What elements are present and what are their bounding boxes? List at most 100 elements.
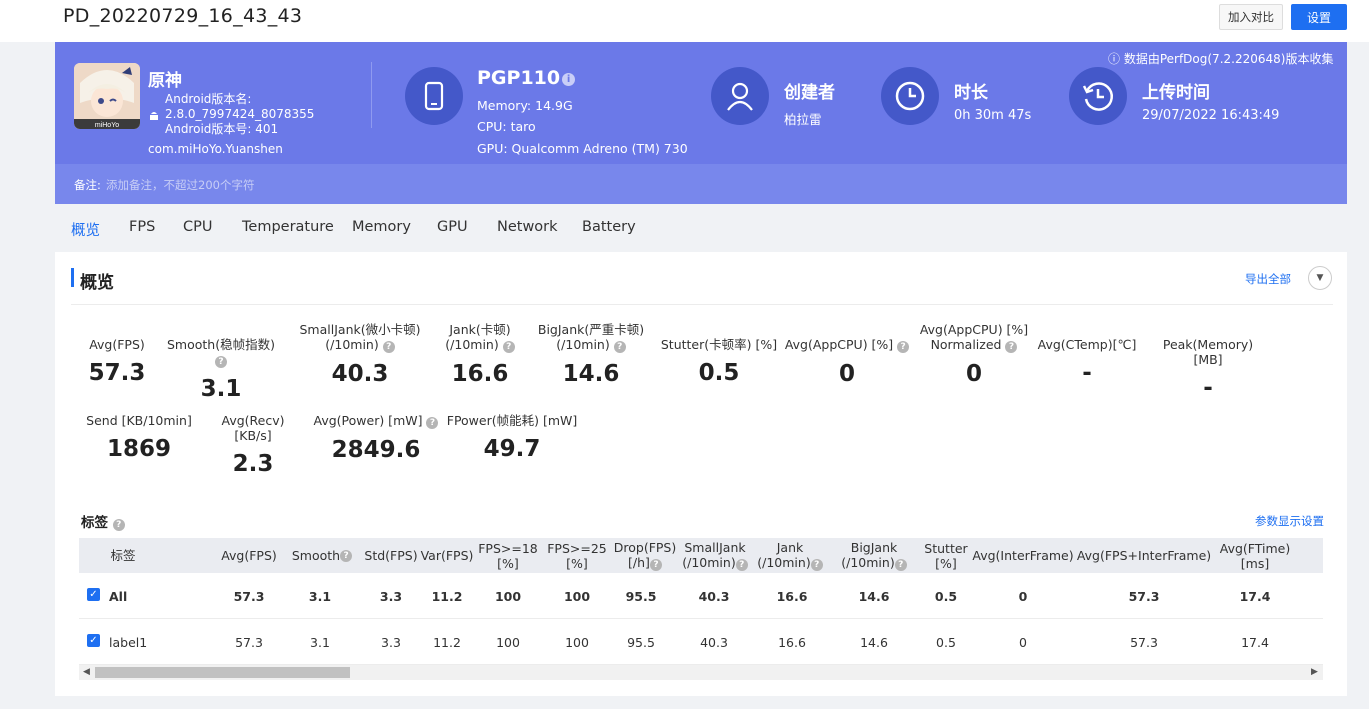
- cell: 3.1: [310, 634, 330, 650]
- cell: 57.3: [233, 588, 265, 604]
- duration-title: 时长: [954, 83, 988, 103]
- metric-smooth: Smooth(稳帧指数) ? 3.1: [161, 337, 281, 402]
- metric-value: 16.6: [451, 361, 509, 387]
- metric-label-2: (/10min) ?: [291, 337, 429, 353]
- help-icon[interactable]: ?: [649, 559, 662, 571]
- tags-title: 标签 ?: [81, 511, 125, 531]
- metric-avg-recv: Avg(Recv) [KB/s] 2.3: [201, 413, 305, 477]
- row-label: label1: [109, 634, 148, 650]
- device-info-icon[interactable]: i: [562, 73, 576, 86]
- page-title: PD_20220729_16_43_43: [63, 5, 303, 27]
- collapse-toggle-button[interactable]: ▼: [1308, 266, 1332, 290]
- cell: 40.3: [700, 634, 728, 650]
- cell: 16.6: [778, 634, 806, 650]
- app-name: 原神: [148, 71, 182, 91]
- param-settings-link[interactable]: 参数显示设置: [1255, 514, 1324, 528]
- note-input[interactable]: 添加备注，不超过200个字符: [106, 178, 255, 192]
- history-icon: [1069, 67, 1127, 125]
- cell: 3.1: [308, 588, 332, 604]
- cell: 14.6: [860, 634, 888, 650]
- metric-label: Avg(FPS): [89, 337, 145, 352]
- help-icon[interactable]: ?: [613, 341, 626, 353]
- row-checkbox[interactable]: ✓: [87, 634, 100, 647]
- th-avg-fps: Avg(FPS): [221, 548, 277, 563]
- row-label: All: [109, 588, 128, 604]
- tab-battery[interactable]: Battery: [582, 219, 636, 235]
- tab-temperature[interactable]: Temperature: [242, 219, 334, 235]
- th-avg-ftime: Avg(FTime) [ms]: [1219, 540, 1291, 571]
- cell: 95.5: [627, 634, 655, 650]
- tab-gpu[interactable]: GPU: [437, 219, 468, 235]
- metric-value: 1869: [106, 436, 171, 462]
- metric-avg-power: Avg(Power) [mW] ? 2849.6: [313, 413, 439, 463]
- cell: 0.5: [936, 634, 956, 650]
- horizontal-scrollbar[interactable]: ◀ ▶: [79, 665, 1323, 680]
- cell: 100: [494, 588, 522, 604]
- help-icon[interactable]: ?: [1005, 341, 1018, 353]
- metric-peak-memory: Peak(Memory) [MB] -: [1147, 337, 1269, 401]
- metric-label: Avg(AppCPU) [%]: [919, 322, 1029, 337]
- app-version-name: Android版本名: 2.8.0_7997424_8078355: [165, 92, 315, 121]
- scroll-thumb[interactable]: [95, 667, 350, 678]
- settings-button[interactable]: 设置: [1291, 4, 1347, 30]
- cell: 16.6: [776, 588, 808, 604]
- tab-network[interactable]: Network: [497, 219, 558, 235]
- top-bar: PD_20220729_16_43_43 加入对比 设置: [0, 0, 1369, 42]
- metric-stutter: Stutter(卡顿率) [%] 0.5: [659, 337, 779, 386]
- app-icon: miHoYo: [74, 63, 140, 129]
- metric-value: 3.1: [200, 376, 242, 402]
- help-icon[interactable]: ?: [340, 549, 353, 562]
- metric-value: 0.5: [698, 360, 740, 386]
- help-icon[interactable]: ?: [215, 356, 227, 368]
- help-icon[interactable]: ?: [382, 341, 395, 353]
- help-icon[interactable]: ?: [426, 417, 439, 429]
- help-icon[interactable]: ?: [502, 341, 515, 353]
- cell: 57.3: [1128, 588, 1160, 604]
- section-divider: [71, 304, 1333, 305]
- note-label: 备注:: [74, 178, 101, 192]
- metric-value: -: [1082, 360, 1092, 386]
- help-icon[interactable]: ?: [735, 559, 748, 571]
- help-icon[interactable]: ?: [810, 559, 823, 571]
- cell: 3.3: [379, 588, 403, 604]
- device-gpu: GPU: Qualcomm Adreno (TM) 730: [477, 141, 688, 156]
- device-memory: Memory: 14.9G: [477, 98, 573, 113]
- metric-value: 49.7: [483, 436, 541, 462]
- th-drop-fps: Drop(FPS) [/h]?: [613, 540, 677, 571]
- metric-fpower: FPower(帧能耗) [mW] 49.7: [443, 413, 581, 462]
- metric-label-2: Normalized ?: [915, 337, 1033, 353]
- metric-value: 2849.6: [331, 437, 421, 463]
- tab-overview[interactable]: 概览: [71, 223, 100, 239]
- overview-panel: 概览 导出全部 ▼ Avg(FPS) 57.3 Smooth(稳帧指数) ? 3…: [55, 252, 1347, 696]
- scroll-right-icon[interactable]: ▶: [1311, 667, 1318, 677]
- add-compare-button[interactable]: 加入对比: [1219, 4, 1283, 30]
- scroll-left-icon[interactable]: ◀: [83, 667, 90, 677]
- duration-value: 0h 30m 47s: [954, 108, 1032, 123]
- tab-fps[interactable]: FPS: [129, 219, 156, 235]
- help-icon[interactable]: ?: [894, 559, 907, 571]
- metric-value: 57.3: [88, 360, 146, 386]
- metric-value: 14.6: [562, 361, 620, 387]
- th-avg-fps-interframe: Avg(FPS+InterFrame): [1076, 548, 1212, 563]
- metric-label: Jank(卡顿): [449, 322, 511, 337]
- metric-avg-appcpu-normalized: Avg(AppCPU) [%] Normalized ? 0: [915, 322, 1033, 387]
- metric-value: 40.3: [331, 361, 389, 387]
- section-accent: [71, 268, 74, 287]
- export-all-link[interactable]: 导出全部: [1245, 272, 1291, 286]
- help-icon[interactable]: ?: [897, 341, 910, 353]
- table-header: 标签 Avg(FPS) Smooth? Std(FPS) Var(FPS) FP…: [79, 538, 1323, 573]
- th-std-fps: Std(FPS): [364, 548, 418, 563]
- row-checkbox[interactable]: ✓: [87, 588, 100, 601]
- cell: 14.6: [858, 588, 890, 604]
- metric-label: Avg(Recv) [KB/s]: [221, 413, 285, 443]
- metric-avg-appcpu: Avg(AppCPU) [%] ? 0: [783, 337, 911, 387]
- tab-cpu[interactable]: CPU: [183, 219, 213, 235]
- metric-label-2: (/10min) ?: [435, 337, 525, 353]
- metric-value: -: [1203, 375, 1213, 401]
- help-icon[interactable]: ?: [112, 519, 125, 531]
- creator-value: 柏拉雷: [784, 112, 822, 127]
- device-cpu: CPU: taro: [477, 119, 536, 134]
- cell: 17.4: [1239, 588, 1271, 604]
- tab-memory[interactable]: Memory: [352, 219, 411, 235]
- app-icon-caption: miHoYo: [95, 122, 119, 129]
